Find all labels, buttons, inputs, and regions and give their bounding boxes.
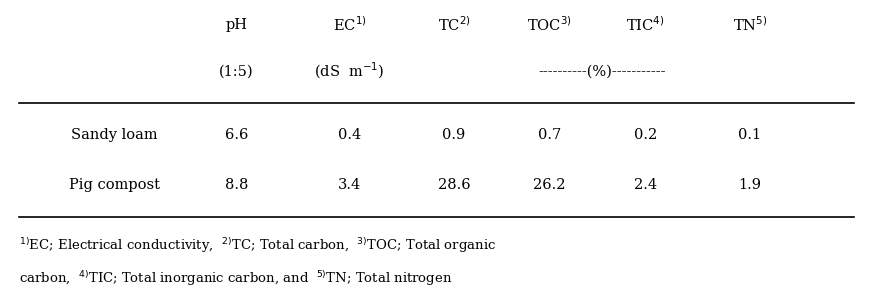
Text: 2.4: 2.4 bbox=[634, 178, 656, 192]
Text: 0.7: 0.7 bbox=[538, 128, 561, 142]
Text: (1:5): (1:5) bbox=[219, 64, 254, 78]
Text: carbon,  $^{4)}$TIC; Total inorganic carbon, and  $^{5)}$TN; Total nitrogen: carbon, $^{4)}$TIC; Total inorganic carb… bbox=[19, 269, 452, 288]
Text: TN$^{5)}$: TN$^{5)}$ bbox=[732, 15, 767, 34]
Text: Pig compost: Pig compost bbox=[69, 178, 160, 192]
Text: 6.6: 6.6 bbox=[224, 128, 248, 142]
Text: TIC$^{4)}$: TIC$^{4)}$ bbox=[626, 15, 664, 34]
Text: 26.2: 26.2 bbox=[533, 178, 566, 192]
Text: 0.1: 0.1 bbox=[739, 128, 761, 142]
Text: TC$^{2)}$: TC$^{2)}$ bbox=[437, 15, 471, 34]
Text: 1.9: 1.9 bbox=[739, 178, 761, 192]
Text: Sandy loam: Sandy loam bbox=[72, 128, 158, 142]
Text: $^{1)}$EC; Electrical conductivity,  $^{2)}$TC; Total carbon,  $^{3)}$TOC; Total: $^{1)}$EC; Electrical conductivity, $^{2… bbox=[19, 237, 496, 255]
Text: 0.4: 0.4 bbox=[338, 128, 361, 142]
Text: 3.4: 3.4 bbox=[338, 178, 361, 192]
Text: 0.2: 0.2 bbox=[634, 128, 657, 142]
Text: (dS  m$^{-1}$): (dS m$^{-1}$) bbox=[314, 61, 385, 81]
Text: 8.8: 8.8 bbox=[224, 178, 248, 192]
Text: 28.6: 28.6 bbox=[437, 178, 471, 192]
Text: TOC$^{3)}$: TOC$^{3)}$ bbox=[527, 15, 572, 34]
Text: 0.9: 0.9 bbox=[443, 128, 465, 142]
Text: EC$^{1)}$: EC$^{1)}$ bbox=[333, 15, 367, 34]
Text: pH: pH bbox=[225, 18, 247, 32]
Text: ----------(%)-----------: ----------(%)----------- bbox=[538, 64, 665, 78]
